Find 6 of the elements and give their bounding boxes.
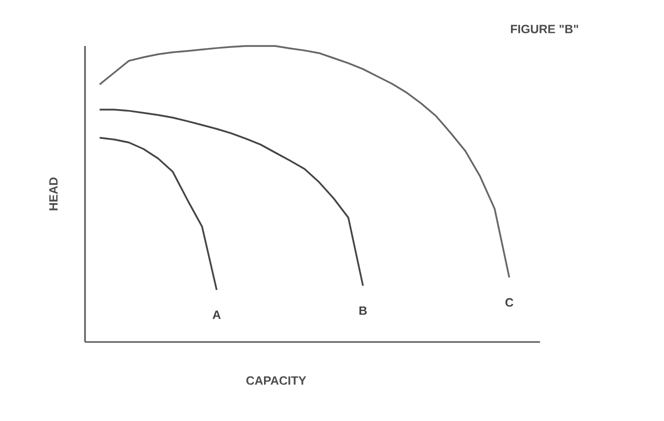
- series-label: C: [505, 298, 514, 307]
- series-label: A: [212, 310, 221, 319]
- y-axis-title: HEAD: [49, 178, 58, 210]
- series-label: B: [359, 306, 367, 315]
- x-axis-title: CAPACITY: [246, 376, 306, 385]
- text: FIGURE "B": [510, 24, 578, 34]
